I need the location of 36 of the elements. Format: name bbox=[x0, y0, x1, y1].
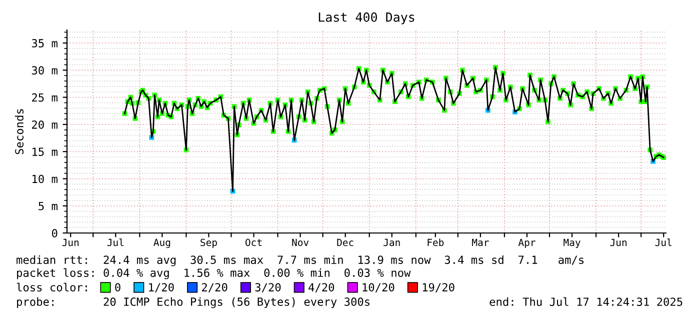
x-tick-label: Jan bbox=[384, 238, 400, 246]
text: end: Thu Jul 17 14:24:31 2025 bbox=[490, 297, 682, 306]
y-tick-label: 20 m bbox=[32, 120, 58, 129]
x-tick-label: Aug bbox=[154, 238, 170, 248]
y-tick-label: 35 m bbox=[32, 39, 58, 48]
x-tick-label: Jun bbox=[62, 238, 79, 246]
chart-title: Last 400 Days bbox=[318, 12, 414, 24]
x-tick-label: Sep bbox=[200, 238, 217, 248]
y-axis-title: Seconds bbox=[14, 109, 24, 154]
text: probe: 20 ICMP Echo Pings (56 Bytes) every 300s bbox=[17, 297, 370, 308]
x-tick-label: Nov bbox=[292, 238, 309, 246]
legend-title: loss color: bbox=[16, 282, 87, 292]
text: median rtt: 24.4 ms avg 30.5 ms max 7.7 ms min 13.9 ms now 3.4 ms sd 7.1 am/s bbox=[16, 255, 584, 266]
legend-label: 0 bbox=[115, 283, 120, 292]
x-tick-label: Jun bbox=[610, 238, 626, 246]
legend-label: 3/20 bbox=[255, 283, 281, 292]
y-tick-label: 25 m bbox=[32, 93, 58, 102]
x-tick-label: Oct bbox=[246, 238, 262, 246]
y-tick-label: 10 m bbox=[32, 174, 58, 184]
text: packet loss: 0.04 % avg 1.56 % max 0.00 % min 0.03 % now bbox=[17, 268, 411, 280]
y-tick-label: 5 m bbox=[38, 202, 58, 210]
x-tick-label: Jul bbox=[655, 238, 672, 246]
legend-label: 1/20 bbox=[149, 283, 174, 292]
x-tick-label: May bbox=[564, 238, 580, 248]
legend-label: 10/20 bbox=[362, 283, 394, 292]
x-tick-label: Jul bbox=[107, 238, 124, 246]
x-tick-label: Mar bbox=[472, 238, 489, 246]
y-tick-label: 30 m bbox=[32, 66, 58, 75]
x-tick-label: Feb bbox=[428, 238, 444, 246]
y-tick-label: 15 m bbox=[32, 148, 58, 156]
x-tick-label: Apr bbox=[518, 238, 536, 248]
legend-label: 19/20 bbox=[422, 283, 454, 292]
y-tick-label: 0 bbox=[52, 229, 58, 238]
legend-label: 2/20 bbox=[202, 283, 228, 292]
legend-label: 4/20 bbox=[308, 283, 334, 292]
x-tick-label: Dec bbox=[337, 238, 354, 246]
